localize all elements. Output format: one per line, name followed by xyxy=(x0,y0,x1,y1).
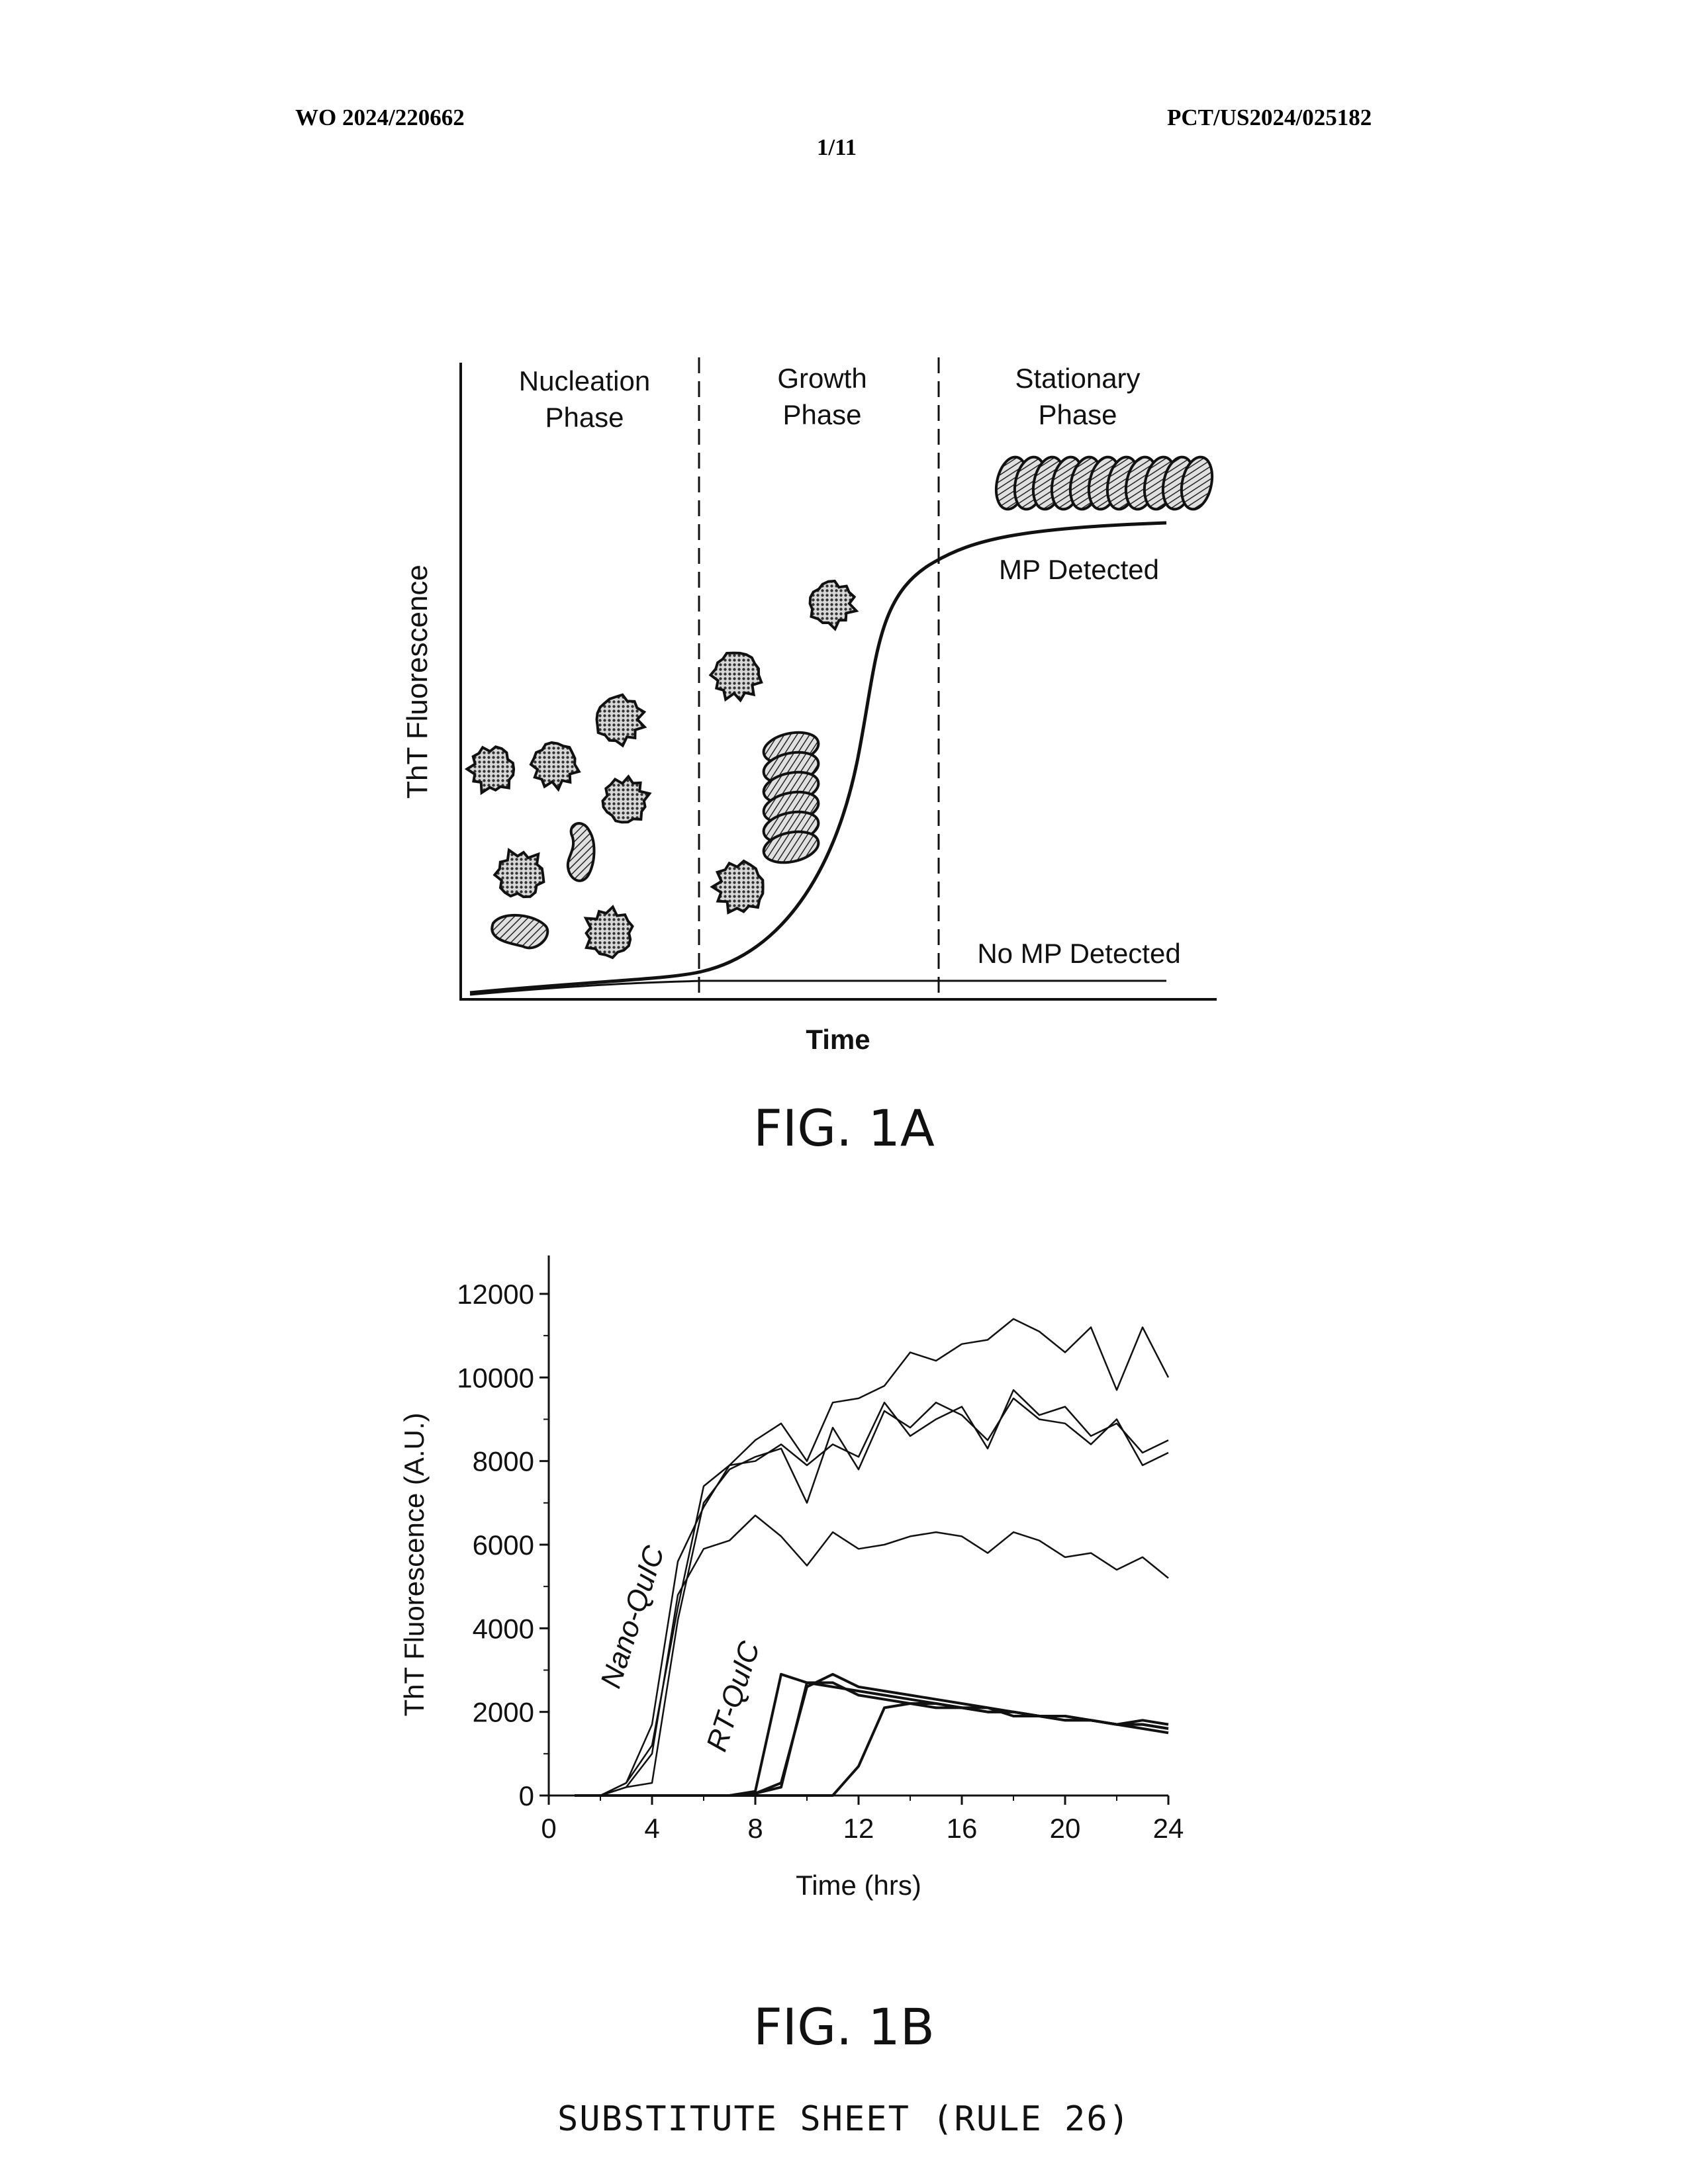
oligomer-icon xyxy=(491,913,549,950)
fig-1b-ylabel: ThT Fluorescence (A.U.) xyxy=(399,1412,430,1716)
fig-1a-label: FIG. 1A xyxy=(753,1099,935,1158)
sheet-number: 1/11 xyxy=(816,134,857,160)
oligomer-icon xyxy=(566,822,596,882)
phase-label-growth-2: Phase xyxy=(782,399,861,430)
monomer-protein-icon xyxy=(464,745,516,796)
phase-label-stationary-2: Phase xyxy=(1038,399,1117,430)
fig-1a-chart: Nucleation Phase Growth Phase Stationary… xyxy=(401,357,1217,1055)
y-tick-label: 10000 xyxy=(457,1362,534,1393)
phase-label-stationary-1: Stationary xyxy=(1015,363,1140,394)
monomer-protein-icon xyxy=(529,741,581,792)
x-tick-label: 4 xyxy=(644,1813,659,1844)
application-number: PCT/US2024/025182 xyxy=(1167,105,1372,130)
monomer-protein-icon xyxy=(708,651,763,703)
y-tick-label: 12000 xyxy=(457,1279,534,1310)
x-tick-label: 8 xyxy=(747,1813,763,1844)
fig-1b-chart: 0 2000 4000 6000 8000 10000 12000 0 4 8 12 16 20 24 Th… xyxy=(399,1255,1184,1901)
fig-1a-xlabel: Time xyxy=(806,1024,870,1055)
monomer-protein-icon xyxy=(595,693,647,748)
x-tick-label: 16 xyxy=(947,1813,978,1844)
monomer-protein-icon xyxy=(601,774,652,824)
mature-fibril-icon xyxy=(1180,455,1214,511)
x-tick-label: 12 xyxy=(843,1813,874,1844)
series-no-mp-detected xyxy=(469,979,1166,996)
fibril-stack-icon xyxy=(762,830,820,864)
fig-1a-ylabel: ThT Fluorescence xyxy=(401,565,434,799)
phase-label-growth-1: Growth xyxy=(777,363,867,394)
rt-quic-label: RT-QuIC xyxy=(700,1637,767,1755)
y-tick-label: 4000 xyxy=(473,1613,534,1644)
series-mp-detected xyxy=(469,521,1167,995)
nano-quic-series-3 xyxy=(575,1397,1169,1797)
publication-number: WO 2024/220662 xyxy=(295,105,465,130)
x-tick-label: 20 xyxy=(1050,1813,1081,1844)
monomer-protein-icon xyxy=(808,579,859,631)
protein-icons xyxy=(464,455,1214,960)
series-label-no-mp-detected: No MP Detected xyxy=(977,938,1180,969)
y-tick-label: 6000 xyxy=(473,1529,534,1561)
footer-substitute-sheet: SUBSTITUTE SHEET (RULE 26) xyxy=(557,2099,1131,2139)
x-tick-label: 24 xyxy=(1153,1813,1184,1844)
nano-quic-label: Nano-QuIC xyxy=(594,1541,671,1692)
nano-quic-series-1 xyxy=(575,1318,1170,1797)
fig-1b-xlabel: Time (hrs) xyxy=(796,1870,921,1901)
x-tick-label: 0 xyxy=(541,1813,556,1844)
monomer-protein-icon xyxy=(583,904,634,960)
y-tick-label: 2000 xyxy=(473,1697,534,1728)
monomer-protein-icon xyxy=(710,859,765,915)
nano-quic-series-4 xyxy=(575,1514,1169,1797)
y-tick-label: 8000 xyxy=(473,1446,534,1477)
fig-1b-label: FIG. 1B xyxy=(753,1997,935,2056)
y-tick-label: 0 xyxy=(519,1780,534,1811)
phase-label-nucleation-2: Phase xyxy=(545,402,624,433)
monomer-protein-icon xyxy=(492,847,545,899)
phase-label-nucleation-1: Nucleation xyxy=(519,365,650,396)
series-label-mp-detected: MP Detected xyxy=(999,554,1159,585)
nano-quic-series-2 xyxy=(575,1389,1169,1797)
rt-quic-series-4 xyxy=(575,1702,1169,1797)
